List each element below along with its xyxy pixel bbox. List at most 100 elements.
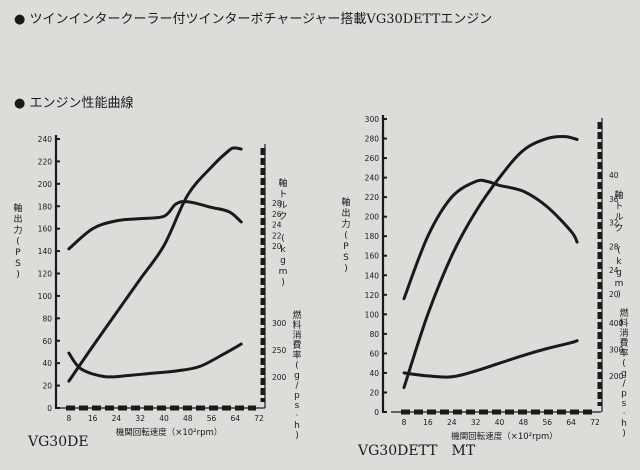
- torque-axis-label-char: m: [279, 267, 288, 277]
- x-tick-label: 32: [135, 414, 145, 423]
- power-curve: [67, 146, 243, 383]
- fuel-axis-label-char: (: [622, 359, 626, 369]
- power-axis-label-char: S: [15, 259, 21, 269]
- chart-panel-1: 0 20 40 60 80 100 120 140 160 180 200 220 240 8 16 24 32…: [27, 135, 287, 450]
- power-tick-label: 300: [365, 115, 380, 124]
- power-axis-label-char: 出: [341, 207, 350, 219]
- fuel-axis-label-char: 料: [292, 319, 301, 331]
- torque-axis-label-char: 軸: [278, 177, 287, 189]
- power-tick-label: 20: [369, 388, 379, 397]
- chart-panel-2: 0 20 40 60 80 100 120 140 160 180 200 220 240 260 280 3…: [357, 115, 624, 459]
- power-curve: [402, 135, 579, 390]
- torque-axis-label-char: ): [281, 278, 285, 288]
- fuel-tick-label: 400: [609, 319, 624, 328]
- fuel-consumption-curve: [67, 342, 243, 379]
- torque-axis-label-char: ル: [614, 213, 623, 223]
- fuel-axis-label-char: 費: [619, 337, 628, 349]
- power-tick-label: 80: [42, 314, 52, 323]
- torque-axis-label-char: ル: [278, 201, 287, 211]
- x-tick-label: 56: [207, 414, 217, 423]
- power-axis-label-char: 力: [13, 224, 22, 236]
- x-axis-label: 機関回転速度（×10²rpm）: [116, 427, 223, 438]
- torque-tick-label: 26: [272, 210, 282, 219]
- x-tick-label: 56: [542, 418, 552, 427]
- fuel-axis-label-char: h: [294, 421, 300, 431]
- x-tick-label: 40: [495, 418, 505, 427]
- power-tick-label: 240: [38, 135, 53, 144]
- fuel-tick-label: 250: [272, 346, 287, 355]
- x-tick-label: 48: [183, 414, 193, 423]
- power-axis-label-char: 出: [13, 213, 22, 225]
- power-tick-label: 60: [369, 349, 379, 358]
- fuel-axis-label-char: g: [621, 369, 627, 379]
- power-tick-label: 280: [365, 135, 380, 144]
- power-axis-label-char: S: [343, 253, 349, 263]
- x-tick-label: 32: [471, 418, 481, 427]
- power-tick-label: 160: [365, 252, 380, 261]
- fuel-axis-label-char: ·: [296, 411, 299, 421]
- power-axis-label-char: ): [16, 270, 20, 280]
- torque-tick-label: 40: [609, 171, 619, 180]
- x-tick-label: 24: [112, 414, 122, 423]
- x-tick-label: 16: [88, 414, 98, 423]
- power-tick-label: 0: [374, 408, 379, 417]
- fuel-axis-label-char: /: [295, 381, 299, 391]
- torque-tick-label: 32: [609, 219, 619, 228]
- torque-tick-label: 22: [272, 231, 282, 240]
- torque-axis-label-char: k: [616, 257, 622, 267]
- torque-tick-label: 24: [272, 221, 282, 230]
- page-heading-engine: ● ツインインタークーラー付ツインターボチャージャー搭載VG30DETTエンジン: [14, 12, 493, 27]
- fuel-tick-label: 200: [272, 373, 287, 382]
- power-tick-label: 20: [42, 382, 52, 391]
- x-tick-label: 16: [423, 418, 433, 427]
- fuel-axis-label-char: s: [295, 401, 300, 411]
- fuel-axis-label-char: /: [622, 379, 626, 389]
- fuel-axis-label-char: 燃: [619, 307, 628, 319]
- power-axis-label: 軸出力(PS): [13, 202, 22, 280]
- fuel-tick-label: 300: [609, 346, 624, 355]
- engine-model-label: VG30DETT MT: [357, 443, 476, 459]
- power-tick-label: 80: [369, 330, 379, 339]
- torque-axis-label-char: ト: [614, 202, 623, 212]
- torque-axis-label-char: g: [616, 268, 622, 278]
- fuel-axis-label-char: 費: [292, 339, 301, 351]
- power-axis-label-char: 軸: [13, 202, 22, 214]
- x-axis-label: 機関回転速度（×10²rpm）: [451, 431, 558, 442]
- fuel-tick-label: 200: [609, 372, 624, 381]
- power-axis-label-char: P: [343, 242, 349, 252]
- torque-tick-label: 24: [609, 266, 619, 275]
- fuel-axis-label-char: g: [294, 371, 300, 381]
- fuel-axis-label-char: 消: [619, 327, 628, 339]
- power-tick-label: 220: [365, 193, 380, 202]
- fuel-consumption-curve: [402, 339, 579, 379]
- power-tick-label: 100: [365, 310, 380, 319]
- x-tick-label: 8: [67, 414, 72, 423]
- power-tick-label: 220: [38, 157, 53, 166]
- power-tick-label: 200: [38, 180, 53, 189]
- fuel-axis-label-char: p: [294, 391, 300, 401]
- x-tick-label: 40: [159, 414, 169, 423]
- power-tick-label: 180: [365, 232, 380, 241]
- power-tick-label: 260: [365, 154, 380, 163]
- fuel-axis-label-char: (: [295, 361, 299, 371]
- torque-axis-label-char: (: [617, 246, 621, 256]
- torque-tick-label: 28: [272, 199, 282, 208]
- power-tick-label: 40: [369, 369, 379, 378]
- x-tick-label: 8: [402, 418, 407, 427]
- fuel-axis-label-char: 燃: [292, 309, 301, 321]
- engine-model-label: VG30DE: [27, 434, 89, 450]
- torque-curve: [67, 200, 243, 251]
- fuel-axis-label-char: h: [621, 419, 627, 429]
- torque-axis-label-char: 軸: [614, 189, 623, 201]
- fuel-axis-label-char: ·: [623, 409, 626, 419]
- torque-axis-label-char: (: [281, 234, 285, 244]
- torque-tick-label: 36: [609, 195, 619, 204]
- power-axis-label-char: ): [344, 264, 348, 274]
- x-tick-label: 64: [230, 414, 240, 423]
- torque-axis-label-char: ク: [278, 211, 287, 222]
